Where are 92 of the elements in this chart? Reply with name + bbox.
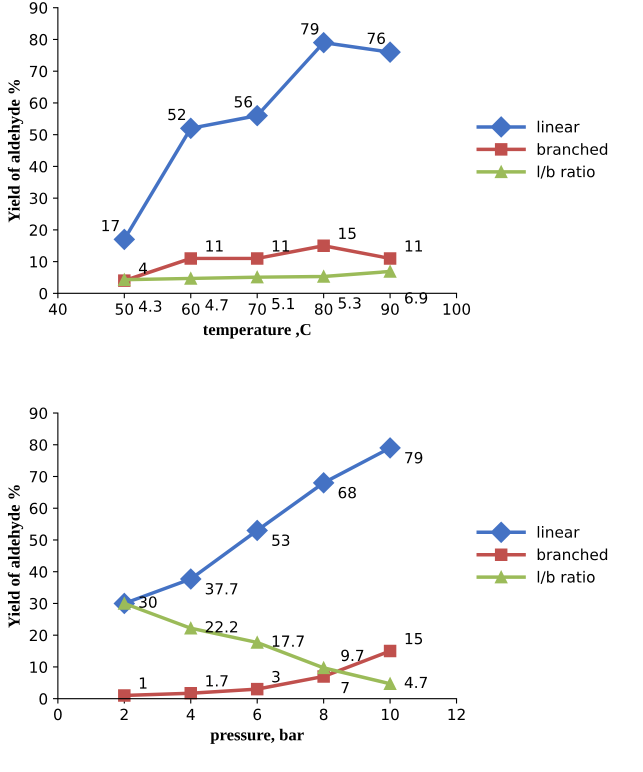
data-label: 1 bbox=[140, 677, 147, 689]
data-label: 79 bbox=[405, 452, 422, 464]
legend-label: l/b ratio bbox=[538, 570, 595, 584]
point bbox=[313, 472, 334, 494]
x-tick-label: 40 bbox=[48, 303, 67, 315]
x-tick-label: 10 bbox=[382, 708, 399, 720]
data-label: 4.7 bbox=[404, 676, 427, 688]
y-tick-label: 60 bbox=[30, 97, 48, 109]
x-tick-label: 4 bbox=[186, 708, 195, 720]
y-axis-title: Yield of aldehyde % bbox=[8, 80, 24, 222]
y-tick-label: 10 bbox=[30, 661, 48, 673]
legend-label: linear bbox=[538, 526, 580, 538]
y-axis-title: Yield of aldehyde % bbox=[8, 485, 24, 628]
point bbox=[317, 240, 330, 252]
point bbox=[250, 682, 264, 696]
data-label: 9.7 bbox=[341, 650, 364, 662]
data-label: 76 bbox=[368, 32, 385, 44]
y-tick-label: 90 bbox=[30, 407, 48, 420]
y-tick-label: 40 bbox=[29, 160, 48, 172]
point bbox=[184, 272, 198, 285]
data-label: 52 bbox=[168, 108, 186, 120]
point bbox=[384, 677, 396, 690]
data-label: 11 bbox=[206, 240, 223, 252]
y-tick-label: 10 bbox=[30, 256, 48, 268]
y-tick-label: 50 bbox=[30, 129, 48, 141]
data-label: 7 bbox=[342, 682, 349, 694]
legend-label: linear bbox=[538, 120, 580, 133]
data-label: 37.7 bbox=[206, 582, 238, 595]
data-label: 4.7 bbox=[205, 299, 228, 310]
data-label: 5.1 bbox=[272, 298, 294, 310]
x-tick-label: 90 bbox=[381, 303, 399, 315]
x-tick-label: 50 bbox=[116, 303, 134, 315]
point bbox=[250, 252, 264, 265]
y-tick-label: 70 bbox=[30, 470, 48, 483]
x-axis-title: pressure, bar bbox=[210, 728, 304, 744]
data-label: 11 bbox=[272, 240, 290, 252]
y-tick-label: 0 bbox=[39, 693, 48, 705]
y-tick-label: 80 bbox=[30, 439, 48, 451]
data-label: 17.7 bbox=[272, 636, 304, 647]
y-tick-label: 70 bbox=[30, 66, 48, 78]
point bbox=[184, 622, 198, 634]
point bbox=[246, 520, 268, 541]
point bbox=[384, 252, 396, 265]
y-tick-label: 30 bbox=[30, 598, 48, 610]
point bbox=[384, 644, 396, 658]
data-label: 11 bbox=[406, 240, 422, 252]
y-tick-label: 40 bbox=[29, 566, 48, 578]
y-tick-label: 20 bbox=[30, 224, 48, 236]
data-label: 5.3 bbox=[338, 297, 361, 309]
legend-label: branched bbox=[538, 143, 608, 155]
point bbox=[184, 252, 198, 265]
x-tick-label: 12 bbox=[448, 708, 465, 720]
y-tick-label: 60 bbox=[30, 502, 48, 514]
x-axis-title: temperature ,C bbox=[203, 324, 310, 339]
data-label: 15 bbox=[339, 228, 356, 240]
point bbox=[250, 636, 264, 649]
point bbox=[380, 437, 401, 458]
y-tick-label: 90 bbox=[30, 2, 48, 14]
x-tick-label: 8 bbox=[320, 708, 328, 720]
point bbox=[180, 568, 202, 590]
y-tick-label: 0 bbox=[39, 288, 48, 300]
data-label: 56 bbox=[234, 96, 252, 108]
x-tick-label: 0 bbox=[54, 708, 62, 720]
data-label: 1.7 bbox=[206, 675, 228, 686]
y-tick-label: 50 bbox=[30, 534, 48, 546]
x-tick-label: 2 bbox=[120, 708, 128, 720]
y-tick-label: 20 bbox=[30, 630, 48, 642]
data-label: 22.2 bbox=[206, 621, 238, 632]
x-tick-label: 80 bbox=[314, 303, 332, 315]
point bbox=[384, 265, 396, 278]
x-tick-label: 70 bbox=[248, 303, 266, 315]
y-tick-label: 30 bbox=[30, 192, 48, 204]
x-tick-label: 100 bbox=[444, 303, 470, 315]
data-label: 17 bbox=[102, 220, 119, 232]
point bbox=[184, 687, 198, 700]
data-label: 15 bbox=[406, 633, 422, 644]
data-label: 79 bbox=[301, 23, 318, 35]
legend-label: l/b ratio bbox=[538, 166, 595, 179]
legend-label: branched bbox=[538, 548, 608, 560]
x-tick-label: 60 bbox=[182, 303, 200, 315]
point bbox=[317, 662, 330, 674]
point bbox=[118, 689, 131, 702]
data-label: 30 bbox=[139, 596, 157, 608]
y-tick-label: 80 bbox=[30, 34, 48, 46]
data-label: 3 bbox=[272, 670, 280, 682]
x-tick-label: 6 bbox=[253, 708, 262, 720]
data-label: 68 bbox=[338, 486, 356, 498]
point bbox=[317, 270, 330, 283]
data-label: 4 bbox=[138, 262, 148, 274]
data-label: 53 bbox=[272, 534, 290, 546]
point bbox=[250, 270, 264, 284]
data-label: 4.3 bbox=[138, 300, 162, 312]
